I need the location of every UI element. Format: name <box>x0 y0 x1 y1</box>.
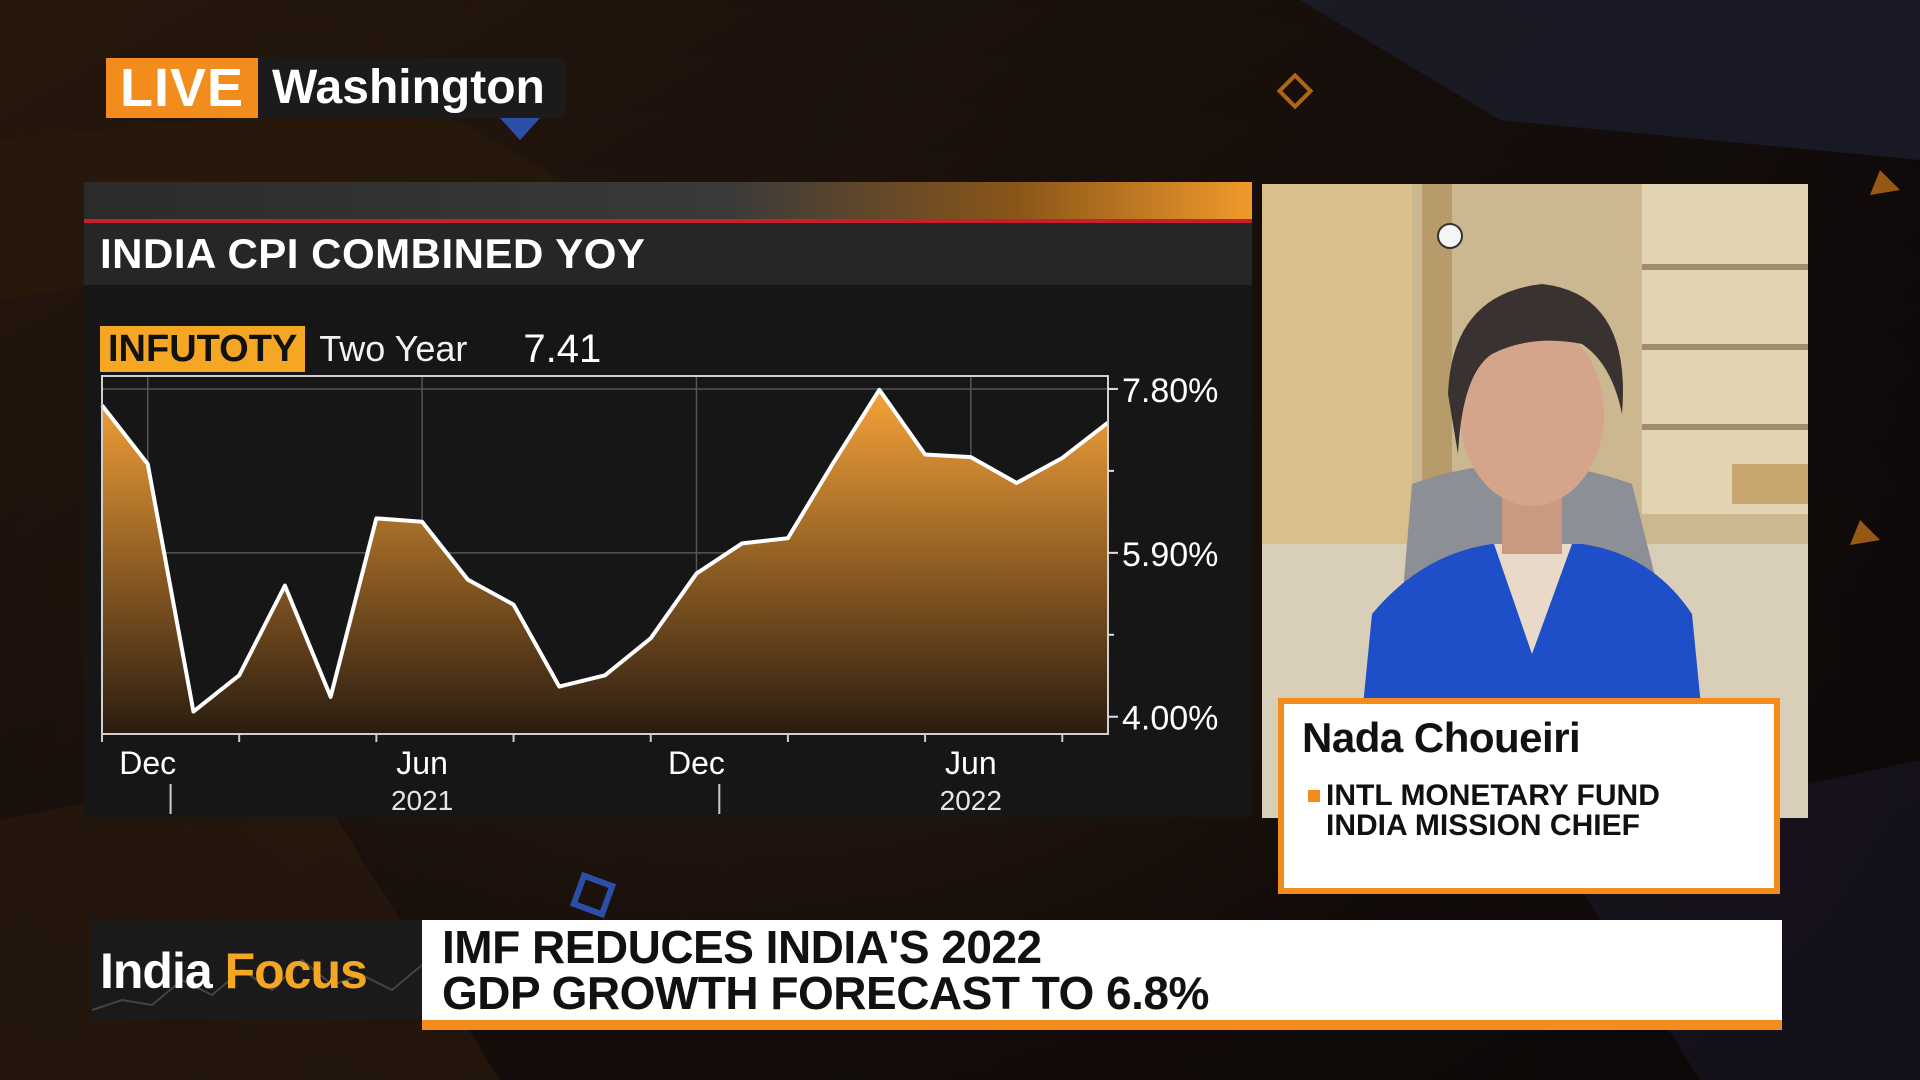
y-tick-label: 7.80% <box>1122 372 1218 410</box>
x-tick-label: Dec <box>668 745 725 781</box>
show-tag-sparkline-icon <box>92 958 422 1011</box>
x-tick-label: Jun <box>396 745 448 781</box>
show-tag: India Focus <box>92 920 422 1020</box>
wall-clock-icon <box>1437 223 1463 249</box>
ticker-code: INFUTOTY <box>100 326 306 372</box>
ticker-last-value: 7.41 <box>523 326 602 371</box>
cpi-area-fill <box>102 389 1108 734</box>
ticker-row: INFUTOTY Two Year 7.41 <box>100 326 601 372</box>
guest-title-line1: INTL MONETARY FUND <box>1326 779 1660 812</box>
chart-top-band <box>84 182 1252 220</box>
headline-line1: IMF REDUCES INDIA'S 2022 <box>442 921 1042 973</box>
chart-title: INDIA CPI COMBINED YOY <box>100 230 646 277</box>
live-tag: LIVE <box>106 58 259 118</box>
plot-frame <box>101 375 1109 735</box>
y-tick-label: 4.00% <box>1122 700 1218 738</box>
headline-accent-rule <box>422 1020 1782 1030</box>
show-name-part2: Focus <box>224 943 368 999</box>
cpi-area-chart: 7.80% 5.90% 4.00% Dec Jun Dec Jun 2021 2022 <box>100 372 1218 816</box>
chart-red-rule <box>84 219 1252 223</box>
y-axis: 7.80% 5.90% 4.00% <box>1108 372 1218 738</box>
y-tick-label: 5.90% <box>1122 536 1218 574</box>
show-name-part1: India <box>100 943 213 999</box>
guest-name: Nada Choueiri <box>1302 714 1581 761</box>
cpi-series-line <box>100 387 1110 714</box>
x-tick-label: Jun <box>945 745 997 781</box>
show-name: India Focus <box>100 942 368 1000</box>
x-year-label: 2022 <box>940 785 1002 816</box>
x-tick-label: Dec <box>119 745 176 781</box>
headline-line2: GDP GROWTH FORECAST TO 6.8% <box>442 967 1209 1019</box>
headline-bar: IMF REDUCES INDIA'S 2022 GDP GROWTH FORE… <box>422 920 1782 1020</box>
live-location: Washington <box>258 58 565 118</box>
chart-title-bar: INDIA CPI COMBINED YOY <box>84 223 1252 285</box>
ticker-period: Two Year <box>319 328 468 369</box>
x-axis: Dec Jun Dec Jun 2021 2022 <box>101 734 1064 816</box>
live-bug: LIVE Washington <box>106 58 565 118</box>
guest-title-line2: INDIA MISSION CHIEF <box>1326 809 1640 842</box>
guest-lower-third: Nada Choueiri INTL MONETARY FUND INDIA M… <box>1278 698 1780 894</box>
bullet-square-icon <box>1308 790 1320 802</box>
x-year-label: 2021 <box>391 785 453 816</box>
